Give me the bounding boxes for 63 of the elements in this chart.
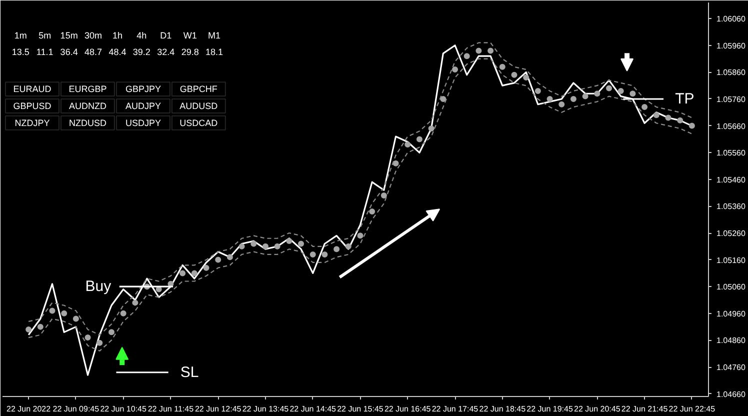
annotation: W1 (183, 30, 197, 40)
x-tick-label: 22 Jun 12:45 (194, 404, 242, 414)
y-tick-label: 1.05560 (716, 148, 746, 158)
y-tick-label: 1.05760 (716, 94, 746, 104)
annotation: 5m (38, 30, 52, 40)
annotation: EURAUD (13, 84, 52, 94)
x-tick-label: 22 Jun 14:45 (290, 404, 337, 414)
annotation: AUDNZD (68, 100, 107, 111)
x-tick-label: 22 Jun 09:45 (52, 404, 100, 414)
y-tick-label: 1.05260 (716, 229, 746, 238)
y-tick-label: 1.05860 (716, 68, 746, 78)
annotation: D1 (160, 30, 172, 40)
annotation: USDCAD (180, 118, 218, 128)
annotation: M1 (208, 30, 221, 40)
annotation: GBPCHF (180, 84, 218, 94)
x-tick-label: 22 Jun 18:45 (479, 404, 526, 414)
series-label: TP (675, 90, 694, 108)
annotation: GBPJPY (125, 84, 161, 94)
y-tick-label: 1.05660 (716, 122, 746, 131)
annotation: 48.4 (108, 46, 126, 57)
x-tick-label: 22 Jun 15:45 (337, 404, 384, 414)
annotation: GBPUSD (13, 100, 52, 111)
x-tick-label: 22 Jun 20:45 (574, 404, 621, 414)
annotation: 36.4 (60, 46, 78, 57)
y-tick-label: 1.05060 (716, 282, 746, 292)
y-tick-label: 1.04960 (716, 309, 746, 318)
y-tick-label: 1.06060 (716, 14, 746, 24)
annotation: NZDUSD (68, 118, 107, 128)
annotation: AUDUSD (180, 100, 218, 111)
annotation: 48.7 (84, 46, 102, 57)
series-label: Buy (85, 278, 112, 296)
annotation: USDJPY (125, 118, 161, 128)
annotation: 11.1 (36, 46, 54, 57)
annotation: 4h (136, 30, 147, 40)
annotation: 29.8 (181, 46, 199, 57)
y-tick-label: 1.05360 (716, 202, 746, 212)
x-tick-label: 22 Jun 10:45 (100, 404, 148, 414)
annotation: 18.1 (206, 46, 224, 57)
y-tick-label: 1.05460 (716, 175, 746, 184)
annotation: EURGBP (68, 84, 107, 94)
annotation: 15m (60, 30, 78, 40)
x-tick-label: 22 Jun 19:45 (526, 404, 574, 414)
series-label: SL (180, 364, 199, 381)
annotation: 39.2 (132, 46, 150, 57)
annotation: AUDJPY (125, 100, 161, 111)
x-tick-label: 22 Jun 13:45 (242, 404, 290, 414)
y-tick-label: 1.05160 (716, 256, 746, 265)
x-tick-label: 22 Jun 22:45 (668, 404, 716, 414)
x-tick-label: 22 Jun 21:45 (621, 404, 668, 414)
y-tick-label: 1.05960 (716, 41, 746, 50)
x-tick-label: 22 Jun 16:45 (384, 404, 432, 414)
annotation: 1h (112, 30, 122, 40)
y-tick-label: 1.04760 (716, 363, 746, 372)
y-tick-label: 1.04660 (716, 390, 746, 399)
x-tick-label: 22 Jun 2022 (6, 404, 52, 414)
annotation: NZDJPY (14, 118, 50, 128)
annotation: 1m (14, 30, 27, 40)
x-tick-label: 22 Jun 17:45 (432, 404, 479, 414)
annotation: 30m (84, 30, 102, 40)
annotation: 13.5 (12, 46, 30, 57)
annotation: 32.4 (157, 46, 175, 57)
x-tick-label: 22 Jun 11:45 (148, 404, 194, 414)
y-tick-label: 1.04860 (716, 336, 746, 346)
